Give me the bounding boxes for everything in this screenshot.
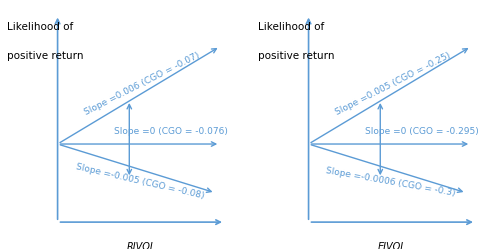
Text: RIVOL: RIVOL <box>126 242 156 249</box>
Text: EIVOL: EIVOL <box>378 242 406 249</box>
Text: Likelihood of: Likelihood of <box>8 22 74 32</box>
Text: Slope =0 (CGO = -0.295): Slope =0 (CGO = -0.295) <box>366 127 479 136</box>
Text: positive return: positive return <box>8 51 84 61</box>
Text: positive return: positive return <box>258 51 335 61</box>
Text: Slope =0.005 (CGO = -0.25): Slope =0.005 (CGO = -0.25) <box>334 50 452 117</box>
Text: Slope =-0.0006 (CGO = -0.3): Slope =-0.0006 (CGO = -0.3) <box>325 166 456 197</box>
Text: Likelihood of: Likelihood of <box>258 22 324 32</box>
Text: Slope =0.006 (CGO = -0.07): Slope =0.006 (CGO = -0.07) <box>83 50 202 117</box>
Text: Slope =-0.005 (CGO = -0.08): Slope =-0.005 (CGO = -0.08) <box>74 162 204 201</box>
Text: Slope =0 (CGO = -0.076): Slope =0 (CGO = -0.076) <box>114 127 228 136</box>
